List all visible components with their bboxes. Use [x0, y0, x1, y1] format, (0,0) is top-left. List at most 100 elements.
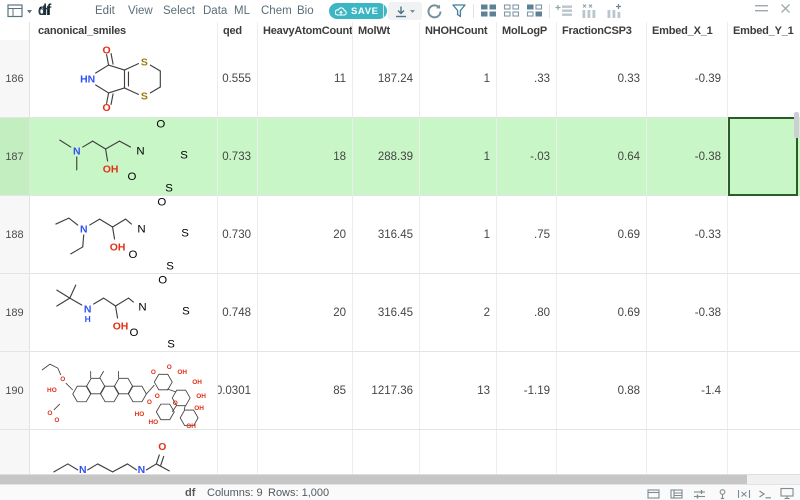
sync-button[interactable] — [426, 3, 443, 19]
console-button[interactable] — [758, 487, 772, 500]
molecule-cell[interactable]: N OH — [30, 196, 218, 273]
cell-heavy-atom-count[interactable]: 85 — [258, 352, 353, 429]
tables-panel-button[interactable] — [670, 487, 683, 500]
header-qed[interactable]: qed — [218, 22, 258, 40]
header-mol-logp[interactable]: MolLogP — [497, 22, 557, 40]
header-embed-x-1[interactable]: Embed_X_1 — [647, 22, 728, 40]
header-nhoh-count[interactable]: NHOHCount — [420, 22, 497, 40]
add-column-button[interactable] — [605, 3, 623, 19]
cell-heavy-atom-count[interactable]: 11 — [258, 40, 353, 117]
cell-nhoh-count[interactable]: 1 — [420, 196, 497, 273]
presentation-mode-button[interactable] — [780, 487, 794, 500]
cell-heavy-atom-count[interactable]: 18 — [258, 118, 353, 195]
current-cell-outline[interactable] — [728, 117, 798, 196]
table-selector-button[interactable] — [7, 4, 33, 18]
history-panel-button[interactable] — [716, 487, 729, 500]
menu-view[interactable]: View — [128, 5, 153, 17]
row-number[interactable]: 186 — [0, 40, 30, 117]
table-name[interactable]: df — [38, 2, 52, 19]
cell-qed[interactable]: 0.555 — [218, 40, 258, 117]
cell-fraction-csp3[interactable]: 0.88 — [557, 352, 647, 429]
cell-fraction-csp3[interactable]: 0.69 — [557, 274, 647, 351]
molecule-cell[interactable]: HN O O S S — [30, 40, 218, 117]
cell-mol-logp[interactable]: -.03 — [497, 118, 557, 195]
cell-mol-logp[interactable]: .80 — [497, 274, 557, 351]
menu-data[interactable]: Data — [203, 5, 228, 17]
header-heavy-atom-count[interactable]: HeavyAtomCount — [258, 22, 353, 40]
cell-embed-y-1[interactable] — [728, 274, 800, 351]
cell-heavy-atom-count[interactable] — [258, 430, 353, 474]
menu-chem[interactable]: Chem — [261, 5, 292, 17]
horizontal-scrollbar-thumb[interactable] — [0, 475, 747, 484]
add-rows-button[interactable] — [555, 3, 573, 18]
row-number[interactable]: 190 — [0, 352, 30, 429]
variables-panel-button[interactable] — [737, 487, 751, 500]
windows-toggle-button[interactable] — [647, 487, 660, 500]
cell-nhoh-count[interactable]: 1 — [420, 118, 497, 195]
cell-embed-y-1[interactable] — [728, 118, 800, 195]
cell-fraction-csp3[interactable]: 0.33 — [557, 40, 647, 117]
menu-select[interactable]: Select — [163, 5, 195, 17]
cell-embed-x-1[interactable]: -0.39 — [647, 40, 728, 117]
save-button[interactable]: SAVE — [329, 3, 387, 19]
window-menu-button[interactable] — [755, 3, 768, 14]
cell-nhoh-count[interactable]: 1 — [420, 40, 497, 117]
cell-qed[interactable]: 0.0301 — [218, 352, 258, 429]
cell-mol-logp[interactable] — [497, 430, 557, 474]
cell-mol-wt[interactable]: 316.45 — [353, 196, 420, 273]
cell-nhoh-count[interactable]: 2 — [420, 274, 497, 351]
menu-ml[interactable]: ML — [234, 5, 250, 17]
header-embed-y-1[interactable]: Embed_Y_1 — [733, 25, 794, 37]
menu-edit[interactable]: Edit — [95, 5, 115, 17]
cell-fraction-csp3[interactable]: 0.64 — [557, 118, 647, 195]
molecule-cell[interactable]: N H OH — [30, 274, 218, 351]
row-number[interactable] — [0, 430, 30, 474]
layout-filled-button[interactable] — [480, 3, 497, 18]
filter-button[interactable] — [451, 3, 467, 19]
cell-mol-logp[interactable]: .33 — [497, 40, 557, 117]
layout-outline-button[interactable] — [503, 3, 520, 18]
cell-nhoh-count[interactable] — [420, 430, 497, 474]
cell-nhoh-count[interactable]: 13 — [420, 352, 497, 429]
cell-heavy-atom-count[interactable]: 20 — [258, 274, 353, 351]
cell-mol-wt[interactable]: 288.39 — [353, 118, 420, 195]
molecule-cell[interactable]: N N O — [30, 430, 218, 474]
cell-embed-x-1[interactable]: -0.33 — [647, 196, 728, 273]
cell-embed-y-1[interactable] — [728, 352, 800, 429]
molecule-cell[interactable]: N OH — [30, 118, 218, 195]
header-mol-wt[interactable]: MolWt — [353, 22, 420, 40]
row-number[interactable]: 188 — [0, 196, 30, 273]
horizontal-scrollbar[interactable] — [0, 474, 800, 484]
cell-embed-y-1[interactable] — [728, 430, 800, 474]
cell-mol-wt[interactable]: 1217.36 — [353, 352, 420, 429]
cell-qed[interactable]: 0.733 — [218, 118, 258, 195]
cell-qed[interactable] — [218, 430, 258, 474]
layout-mixed-button[interactable] — [526, 3, 543, 18]
cell-embed-x-1[interactable]: -1.4 — [647, 352, 728, 429]
menu-bio[interactable]: Bio — [297, 5, 314, 17]
cell-mol-wt[interactable]: 316.45 — [353, 274, 420, 351]
cell-mol-wt[interactable]: 187.24 — [353, 40, 420, 117]
cell-embed-x-1[interactable]: -0.38 — [647, 274, 728, 351]
cell-embed-y-1[interactable] — [728, 196, 800, 273]
cell-qed[interactable]: 0.730 — [218, 196, 258, 273]
cell-mol-logp[interactable]: -1.19 — [497, 352, 557, 429]
cell-qed[interactable]: 0.748 — [218, 274, 258, 351]
vertical-scrollbar-thumb[interactable] — [794, 112, 799, 138]
cell-embed-x-1[interactable]: -0.38 — [647, 118, 728, 195]
download-button[interactable] — [388, 2, 422, 20]
close-view-button[interactable] — [780, 3, 791, 14]
cell-mol-logp[interactable]: .75 — [497, 196, 557, 273]
columns-panel-button[interactable] — [693, 487, 706, 500]
cell-heavy-atom-count[interactable]: 20 — [258, 196, 353, 273]
header-fraction-csp3[interactable]: FractionCSP3 — [557, 22, 647, 40]
table-name-label[interactable]: df — [38, 4, 50, 18]
molecule-cell[interactable]: O HO O O O O OH OH OH OH OH HO O O HO O — [30, 352, 218, 429]
cell-fraction-csp3[interactable]: 0.69 — [557, 196, 647, 273]
cell-embed-y-1[interactable] — [728, 40, 800, 117]
cell-mol-wt[interactable] — [353, 430, 420, 474]
remove-columns-button[interactable] — [580, 3, 598, 19]
header-canonical-smiles[interactable]: canonical_smiles — [30, 22, 218, 40]
row-number[interactable]: 189 — [0, 274, 30, 351]
cell-fraction-csp3[interactable] — [557, 430, 647, 474]
